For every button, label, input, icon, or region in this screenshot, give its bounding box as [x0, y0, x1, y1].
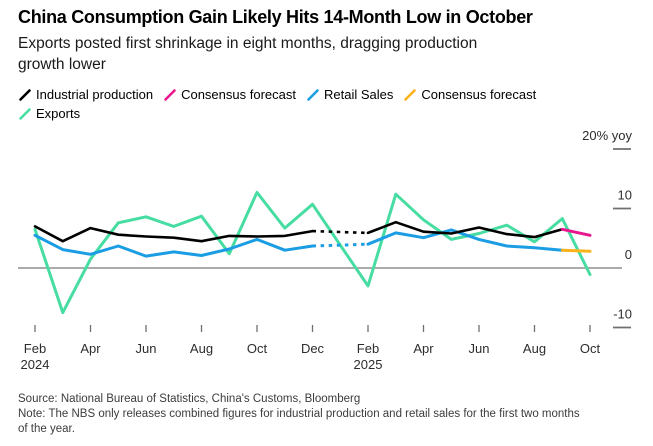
line-swatch-icon [404, 88, 417, 101]
y-axis-label: 20% yoy [582, 128, 632, 143]
legend: Industrial production Consensus forecast R… [18, 86, 618, 122]
y-axis-label: 0 [625, 247, 632, 262]
x-axis-label: Jun [136, 341, 157, 356]
x-axis-year-label: 2025 [354, 357, 383, 372]
series-line-exports [33, 190, 592, 315]
chart-title: China Consumption Gain Likely Hits 14-Mo… [18, 7, 533, 27]
x-axis-label: Oct [247, 341, 268, 356]
series-line-retail-sales-dashed [312, 242, 369, 248]
series-line-industrial-production-dashed [312, 229, 369, 235]
y-axis-label: -10 [613, 307, 632, 322]
x-axis-label: Apr [80, 341, 101, 356]
legend-label: Industrial production [36, 87, 154, 102]
note-text-line-2: of the year. [18, 423, 75, 435]
x-axis-label: Dec [301, 341, 325, 356]
legend-label: Retail Sales [323, 87, 394, 102]
legend-item-industrial-production: Industrial production [18, 86, 153, 103]
series-line-industrial-production [366, 220, 564, 239]
x-axis-year-label: 2024 [21, 357, 50, 372]
x-axis-label: Feb [357, 341, 379, 356]
legend-label: Exports [36, 106, 81, 121]
source-text: Source: National Bureau of Statistics, C… [18, 393, 361, 405]
x-axis-label: Feb [24, 341, 46, 356]
legend-item-exports: Exports [18, 105, 80, 122]
series-line-retail-sales [366, 228, 564, 252]
line-swatch-icon [307, 88, 319, 101]
x-axis-label: Jun [469, 341, 490, 356]
line-swatch-icon [164, 88, 176, 101]
x-axis-label: Aug [190, 341, 213, 356]
legend-item-consensus-forecast-production: Consensus forecast [163, 86, 296, 103]
legend-item-consensus-forecast-retail: Consensus forecast [403, 86, 536, 103]
legend-label: Consensus forecast [181, 87, 296, 102]
chart-subtitle: Exports posted first shrinkage in eight … [18, 33, 628, 75]
series-line-retail-sales [33, 233, 314, 258]
legend-label: Consensus forecast [421, 87, 537, 102]
line-swatch-icon [19, 107, 31, 120]
legend-row-2: Exports [18, 105, 618, 122]
chart-subtitle-line-1: Exports posted first shrinkage in eight … [18, 35, 478, 52]
x-axis-label: Oct [580, 341, 601, 356]
series-line-consensus-forecast-production [560, 227, 592, 237]
x-axis-label: Apr [413, 341, 434, 356]
chart-footer: Source: National Bureau of Statistics, C… [18, 392, 646, 437]
y-axis-label: 10 [618, 188, 632, 203]
x-axis-label: Aug [523, 341, 546, 356]
legend-item-retail-sales: Retail Sales [306, 86, 393, 103]
series-line-industrial-production [33, 225, 314, 243]
note-text-line-1: Note: The NBS only releases combined fig… [18, 408, 580, 420]
legend-row-1: Industrial production Consensus forecast R… [18, 86, 618, 103]
chart-subtitle-line-2: growth lower [18, 56, 106, 73]
series-line-consensus-forecast-retail [560, 248, 592, 253]
line-swatch-icon [19, 88, 31, 101]
